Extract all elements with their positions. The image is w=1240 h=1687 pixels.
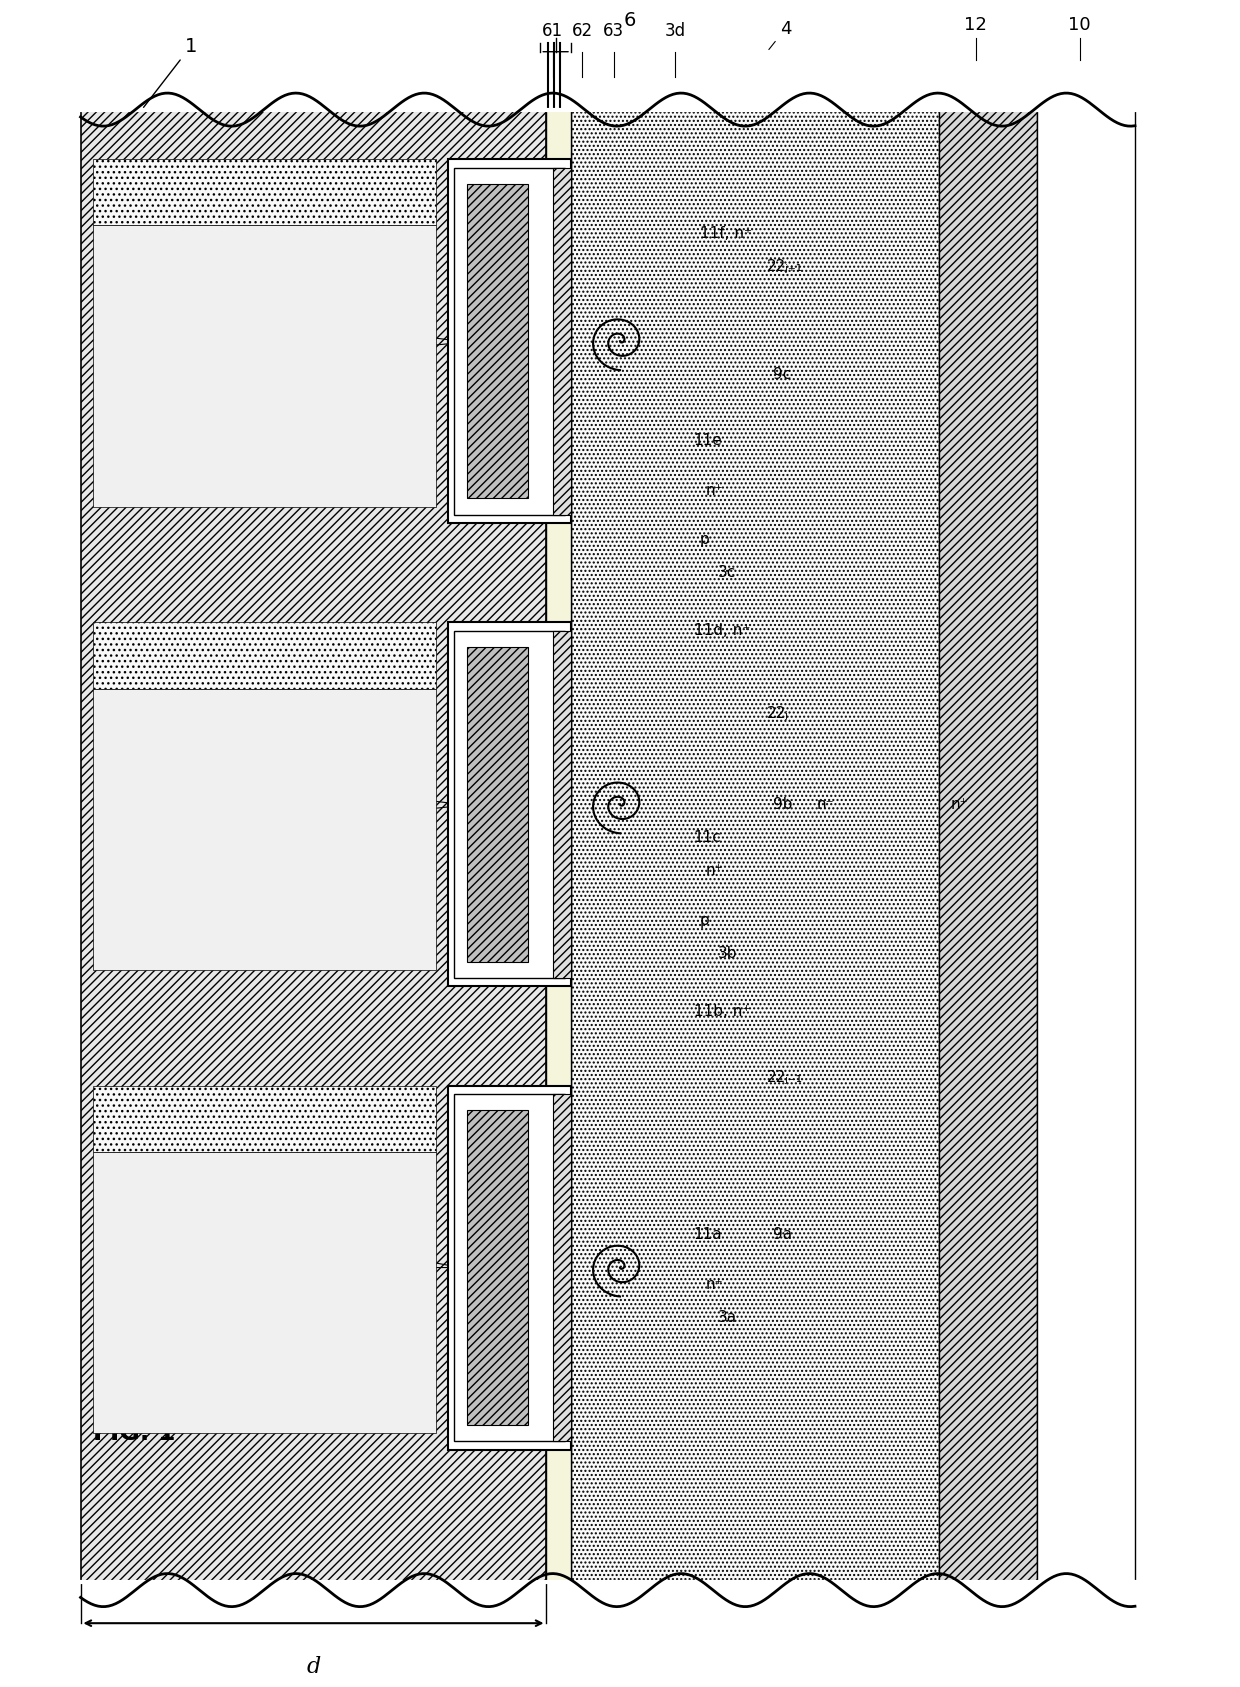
- Text: 11f, n⁺: 11f, n⁺: [699, 226, 751, 241]
- Bar: [93, 623, 436, 688]
- Bar: [553, 1093, 570, 1441]
- Bar: [553, 167, 570, 515]
- Bar: [455, 1093, 565, 1441]
- Bar: [455, 167, 565, 515]
- Bar: [93, 1085, 436, 1152]
- Bar: [553, 631, 570, 978]
- Text: 7c: 7c: [120, 1210, 139, 1226]
- Bar: [570, 110, 939, 1582]
- Text: 62: 62: [572, 22, 593, 40]
- Bar: [455, 631, 565, 978]
- Text: 1: 1: [144, 37, 197, 108]
- Text: 9a: 9a: [774, 1226, 792, 1242]
- Bar: [93, 159, 436, 226]
- Text: 11b, n⁺: 11b, n⁺: [693, 1004, 750, 1019]
- Bar: [466, 648, 528, 962]
- Bar: [1037, 110, 1135, 1582]
- Bar: [939, 110, 1037, 1582]
- Text: 11d, n⁺: 11d, n⁺: [693, 623, 750, 638]
- Text: n⁺: n⁺: [706, 864, 723, 877]
- Text: 22ⱼ₊₁: 22ⱼ₊₁: [768, 260, 804, 275]
- Text: 8a: 8a: [254, 349, 275, 366]
- Text: 3c: 3c: [718, 565, 737, 580]
- Text: 7b: 7b: [119, 763, 140, 781]
- Text: 9c: 9c: [774, 366, 791, 381]
- Text: 3a: 3a: [718, 1309, 738, 1324]
- Bar: [466, 1110, 528, 1426]
- Text: 63: 63: [604, 22, 625, 40]
- Text: 4: 4: [769, 20, 791, 49]
- Text: 11c: 11c: [693, 830, 722, 845]
- Text: n⁺: n⁺: [706, 1277, 723, 1292]
- Text: 8c: 8c: [254, 1259, 274, 1277]
- Text: 9b: 9b: [774, 796, 792, 811]
- Text: 12: 12: [965, 15, 987, 34]
- Text: n⁺: n⁺: [951, 796, 968, 811]
- Text: n⁺: n⁺: [706, 482, 723, 498]
- Text: FIG. 1: FIG. 1: [93, 1420, 175, 1446]
- Text: 7a: 7a: [119, 299, 140, 317]
- Text: 8b: 8b: [254, 811, 275, 830]
- Bar: [547, 110, 570, 1582]
- Text: d: d: [306, 1657, 321, 1679]
- Bar: [93, 688, 436, 970]
- Text: 11a: 11a: [693, 1226, 722, 1242]
- Text: n⁻: n⁻: [816, 796, 833, 811]
- Bar: [449, 159, 570, 523]
- Text: 22ⱼ₋₁: 22ⱼ₋₁: [768, 1070, 804, 1085]
- Bar: [81, 110, 547, 1582]
- Text: 22ⱼ: 22ⱼ: [768, 705, 789, 720]
- Text: 3b: 3b: [718, 946, 738, 962]
- Text: 3d: 3d: [665, 22, 686, 40]
- Bar: [466, 184, 528, 498]
- Bar: [449, 1085, 570, 1449]
- Text: 61: 61: [542, 22, 563, 40]
- Text: 11e: 11e: [693, 434, 723, 449]
- Bar: [93, 1152, 436, 1432]
- Bar: [449, 623, 570, 987]
- Text: p: p: [699, 531, 709, 547]
- Text: 10: 10: [1069, 15, 1091, 34]
- Text: 6: 6: [624, 12, 636, 30]
- Bar: [93, 226, 436, 506]
- Text: p: p: [699, 913, 709, 928]
